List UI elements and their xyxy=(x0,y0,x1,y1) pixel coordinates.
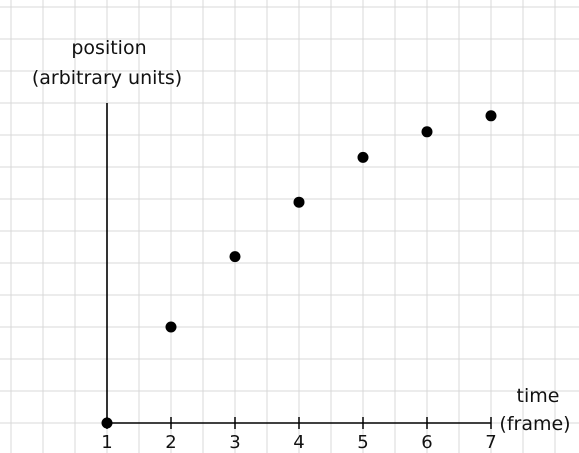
x-axis-label-line2: (frame) xyxy=(499,413,570,435)
y-axis-label-line1: position xyxy=(71,37,146,59)
data-point xyxy=(485,110,497,122)
data-points xyxy=(101,110,497,429)
data-point xyxy=(165,321,177,333)
data-point xyxy=(229,251,241,263)
x-tick-label: 1 xyxy=(101,432,112,453)
x-tick-label: 5 xyxy=(357,432,368,453)
data-point xyxy=(101,417,113,429)
x-tick-label: 2 xyxy=(165,432,176,453)
x-tick-label: 6 xyxy=(421,432,432,453)
y-axis-label-line2: (arbitrary units) xyxy=(32,67,182,89)
x-tick-label: 7 xyxy=(485,432,496,453)
data-point xyxy=(357,151,369,163)
x-ticks: 1 2 3 4 5 6 7 xyxy=(101,417,497,453)
x-tick-label: 3 xyxy=(229,432,240,453)
x-axis-label-line1: time xyxy=(517,385,560,407)
x-tick-label: 4 xyxy=(293,432,304,453)
data-point xyxy=(293,196,305,208)
data-point xyxy=(421,126,433,138)
